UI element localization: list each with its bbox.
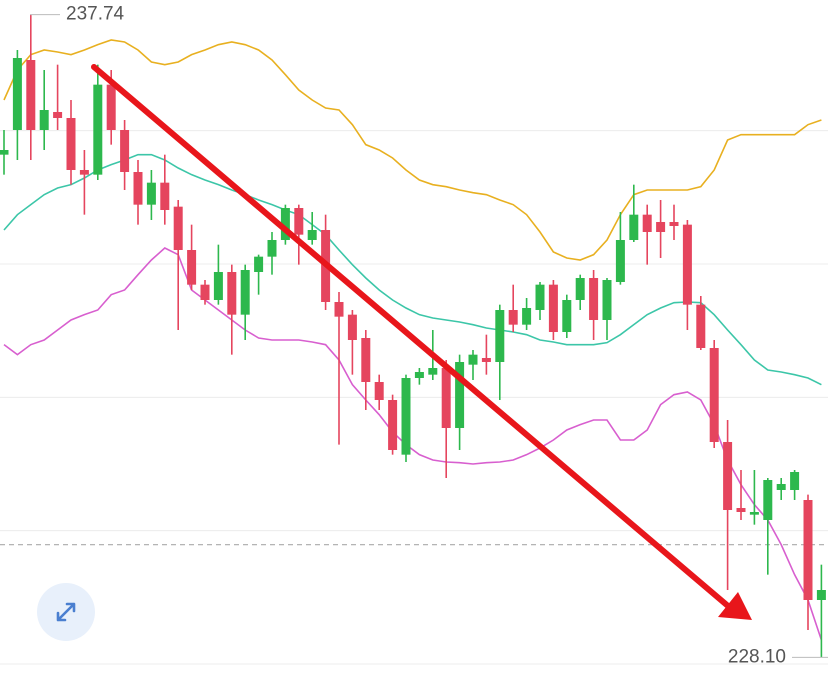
candle-body — [615, 240, 625, 282]
trend-arrow — [91, 64, 752, 620]
candle-body — [401, 378, 411, 455]
candle-body — [508, 310, 518, 325]
candle-body — [213, 272, 223, 300]
annotations: 237.74 228.10 — [30, 4, 828, 667]
candle-body — [481, 358, 491, 362]
candle-body — [656, 222, 666, 232]
candle-body — [428, 368, 438, 375]
candle-body — [790, 472, 800, 490]
arrow-head — [718, 592, 752, 620]
candle-body — [294, 208, 304, 235]
candle-body — [12, 58, 22, 130]
candle-body — [548, 284, 558, 332]
candle-body — [522, 308, 532, 325]
candle-body — [53, 112, 63, 118]
candle-body — [254, 256, 264, 272]
candle-body — [173, 206, 183, 250]
candle-body — [361, 338, 371, 382]
candle-body — [803, 500, 813, 600]
candle-body — [187, 250, 197, 285]
candle-body — [240, 270, 250, 315]
candle-body — [642, 214, 652, 232]
band-line — [3, 247, 823, 641]
candle-body — [93, 84, 103, 175]
candle-body — [160, 182, 170, 210]
candle-body — [495, 310, 505, 362]
candle-body — [682, 224, 692, 305]
candle-body — [120, 130, 130, 172]
candle-body — [709, 348, 719, 442]
annotation-label: 228.10 — [728, 646, 786, 667]
candle-body — [26, 60, 36, 130]
candle-body — [307, 230, 317, 240]
candle-body — [562, 300, 572, 332]
candle-body — [723, 442, 733, 510]
candle-body — [776, 484, 786, 490]
candle-body — [267, 240, 277, 257]
candle-body — [39, 110, 49, 130]
candle-body — [374, 382, 384, 400]
arrow-shaft — [91, 64, 731, 609]
candle-body — [589, 278, 599, 320]
candles — [0, 14, 826, 658]
candle-body — [133, 172, 143, 205]
candle-body — [388, 400, 398, 450]
grid — [0, 130, 828, 665]
candle-body — [66, 118, 76, 170]
candle-body — [280, 208, 290, 240]
candle-body — [629, 214, 639, 240]
candle-body — [200, 284, 210, 300]
candle-body — [696, 304, 706, 348]
candle-body — [79, 170, 89, 175]
candle-body — [763, 480, 773, 520]
band-line — [3, 39, 822, 261]
expand-icon[interactable] — [56, 602, 76, 622]
candle-body — [146, 182, 156, 205]
candle-body — [106, 84, 116, 130]
candle-body — [816, 590, 826, 600]
candle-body — [575, 278, 585, 300]
candle-body — [736, 508, 746, 512]
band-line — [3, 153, 822, 386]
candle-body — [468, 354, 478, 365]
candle-body — [334, 302, 344, 317]
candle-body — [347, 314, 357, 340]
candle-body — [414, 372, 424, 378]
candle-body — [455, 362, 465, 428]
candle-body — [602, 280, 612, 320]
candle-body — [749, 512, 759, 515]
candle-body — [441, 368, 451, 428]
candle-body — [227, 272, 237, 315]
annotation-label: 237.74 — [66, 4, 125, 25]
expand-button[interactable] — [37, 583, 95, 641]
candle-body — [0, 150, 9, 155]
candle-body — [669, 222, 679, 226]
candle-body — [535, 284, 545, 310]
